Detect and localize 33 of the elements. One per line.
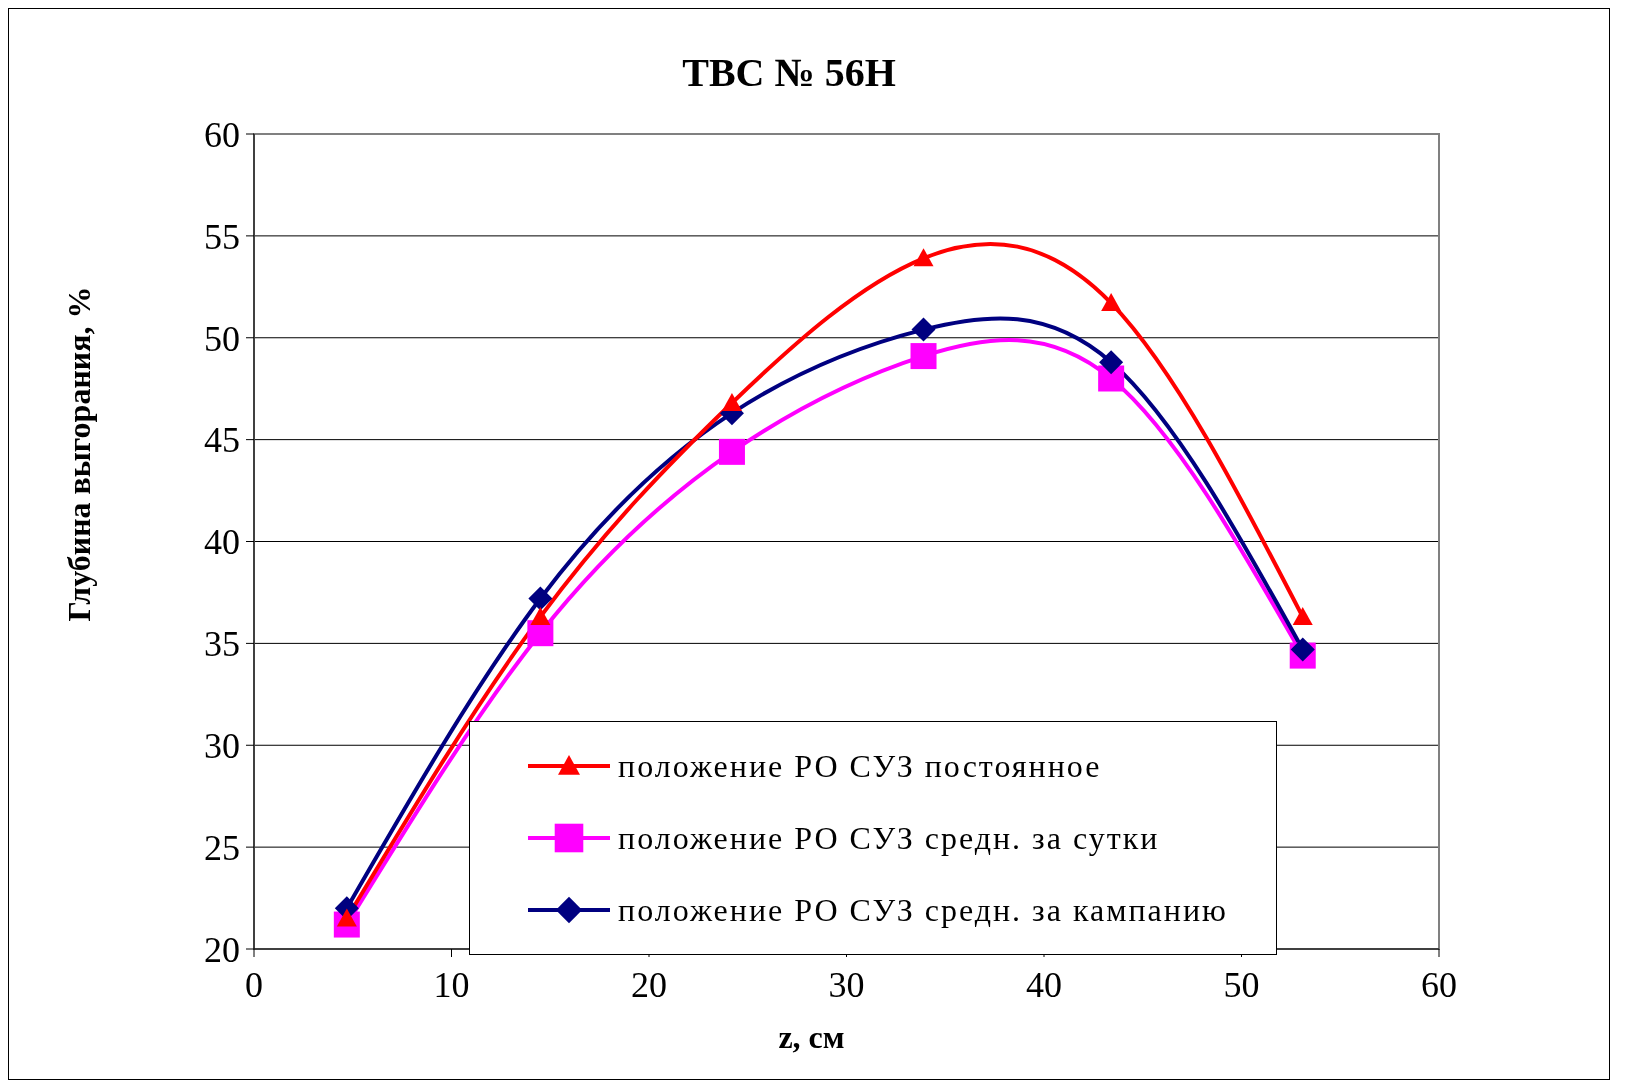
chart-title: ТВС № 56Н: [681, 49, 897, 96]
y-tick-label: 40: [204, 522, 240, 563]
x-tick-label: 10: [433, 964, 470, 1005]
point: [1101, 293, 1122, 312]
y-tick-label: 60: [204, 114, 240, 155]
y-tick-label: 35: [204, 624, 240, 665]
x-tick-label: 40: [1026, 964, 1062, 1005]
legend-label: положение РО СУЗ средн. за кампанию: [618, 891, 1228, 929]
x-tick-label: 50: [1223, 964, 1260, 1005]
y-axis-title: Глубина выгорания, %: [60, 286, 98, 622]
x-tick-label: 60: [1421, 964, 1457, 1005]
y-tick-label: 55: [204, 216, 240, 257]
y-tick-label: 50: [204, 318, 240, 359]
point: [528, 586, 553, 611]
point: [718, 438, 745, 465]
point: [913, 248, 934, 267]
y-tick-label: 45: [204, 420, 240, 461]
point: [1099, 350, 1124, 375]
x-axis-title: z, см: [777, 1019, 846, 1056]
legend-label: положение РО СУЗ средн. за сутки: [618, 819, 1160, 857]
point: [910, 343, 937, 370]
y-tick-label: 30: [204, 726, 240, 767]
y-tick-label: 25: [204, 827, 240, 868]
point: [1290, 637, 1315, 662]
point: [1292, 606, 1313, 625]
y-tick-label: 20: [204, 929, 240, 970]
x-tick-label: 20: [631, 964, 667, 1005]
point: [530, 606, 551, 625]
x-tick-label: 0: [245, 964, 263, 1005]
point: [911, 317, 936, 342]
legend-label: положение РО СУЗ постоянное: [618, 747, 1102, 785]
point: [721, 392, 742, 411]
x-tick-label: 30: [828, 964, 865, 1005]
